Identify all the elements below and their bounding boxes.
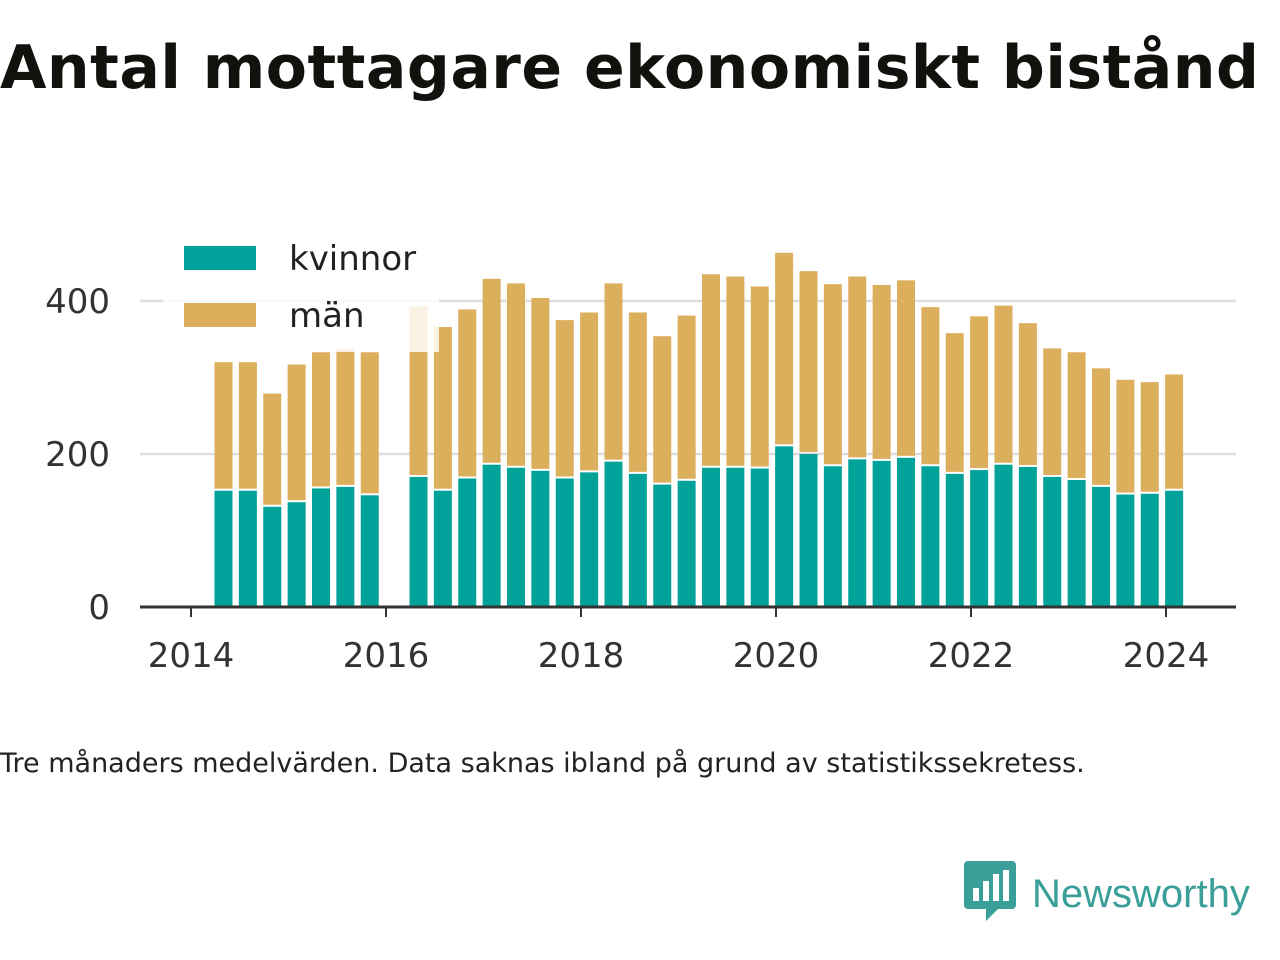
legend-label-kvinnor: kvinnor [289,239,416,279]
bar-man [482,278,501,463]
bar-kvinnor [897,457,915,607]
bar-kvinnor [604,461,623,607]
legend-swatch-kvinnor [184,246,256,270]
brand-logo[interactable]: Newsworthy [964,861,1250,927]
bar-man [726,276,745,466]
bar-man [702,274,720,466]
bar-man [1067,352,1086,479]
bar-kvinnor [945,473,964,607]
bar-kvinnor [775,446,794,607]
x-tick-label: 2018 [538,636,625,676]
bar-chart-speech-bubble-logo-icon [964,861,1016,927]
bar-man [1140,382,1159,492]
bar-kvinnor [1165,490,1184,607]
bar-man [872,284,891,459]
legend-label-man: män [289,296,365,336]
bar-man [1043,348,1062,475]
chart-title: Antal mottagare ekonomiskt bistånd [0,33,1260,103]
bar-kvinnor [872,460,891,607]
chart-caption: Tre månaders medelvärden. Data saknas ib… [0,748,1085,779]
bar-kvinnor [360,495,379,607]
bar-man [287,364,306,501]
bar-man [458,309,477,477]
bar-kvinnor [1092,486,1110,607]
bar-man [360,352,379,494]
brand-name: Newsworthy [1032,872,1250,916]
bar-man [507,283,525,466]
bar-man [1092,368,1110,485]
bar-kvinnor [238,490,257,607]
bar-kvinnor [677,480,696,607]
bar-man [604,283,623,460]
bar-kvinnor [921,466,940,607]
bar-man [848,276,867,458]
bar-kvinnor [702,467,720,607]
bar-man [214,362,233,489]
bar-man [433,327,452,489]
bar-kvinnor [482,464,501,607]
bar-kvinnor [287,502,306,607]
bar-kvinnor [848,459,867,607]
bar-kvinnor [1140,493,1159,607]
bar-man [994,305,1013,463]
stacked-bar-chart: 0 200 400 2014 2016 2018 2020 2022 2024 kvinnor mä… [45,239,1236,676]
bar-kvinnor [750,468,769,607]
bar-man [1018,323,1037,466]
bar-kvinnor [628,473,647,607]
bar-man [628,312,647,472]
bar-man [531,297,550,469]
y-tick-label: 200 [45,435,110,475]
bar-kvinnor [433,490,452,607]
x-tick-label: 2022 [928,636,1015,676]
bar-man [750,286,769,467]
bar-kvinnor [580,472,599,607]
bar-kvinnor [970,470,989,607]
x-tick-label: 2020 [733,636,820,676]
bar-kvinnor [726,467,745,607]
bar-kvinnor [1043,476,1062,607]
bar-kvinnor [823,466,842,607]
y-tick-label: 0 [88,588,110,628]
bar-kvinnor [799,454,818,607]
bar-kvinnor [1018,467,1037,607]
bar-kvinnor [1067,480,1086,607]
bar-kvinnor [507,467,525,607]
bar-man [238,362,257,489]
bar-kvinnor [409,476,428,607]
bar-kvinnor [994,464,1013,607]
bar-man [312,352,330,487]
bar-man [677,315,696,479]
bar-man [580,312,599,471]
bar-man [970,316,989,469]
bar-kvinnor [531,470,550,607]
bar-kvinnor [1116,494,1135,607]
bar-man [336,349,355,485]
bar-kvinnor [458,478,477,607]
bar-man [263,393,282,505]
bar-man [775,252,794,445]
bar-man [823,284,842,465]
bar-man [653,336,672,483]
y-tick-label: 400 [45,282,110,322]
bar-man [555,320,574,477]
bar-kvinnor [653,484,672,607]
bar-man [1116,379,1135,493]
bar-man [799,271,818,452]
bar-kvinnor [336,486,355,607]
bar-kvinnor [555,478,574,607]
x-tick-label: 2024 [1123,636,1210,676]
bar-kvinnor [214,490,233,607]
x-tick-label: 2016 [343,636,430,676]
bar-man [897,280,915,456]
bar-man [945,333,964,472]
x-tick-label: 2014 [148,636,235,676]
bar-kvinnor [263,506,282,607]
bar-kvinnor [312,488,330,607]
bar-man [921,307,940,465]
bar-man [1165,374,1184,489]
legend-swatch-man [184,303,256,327]
